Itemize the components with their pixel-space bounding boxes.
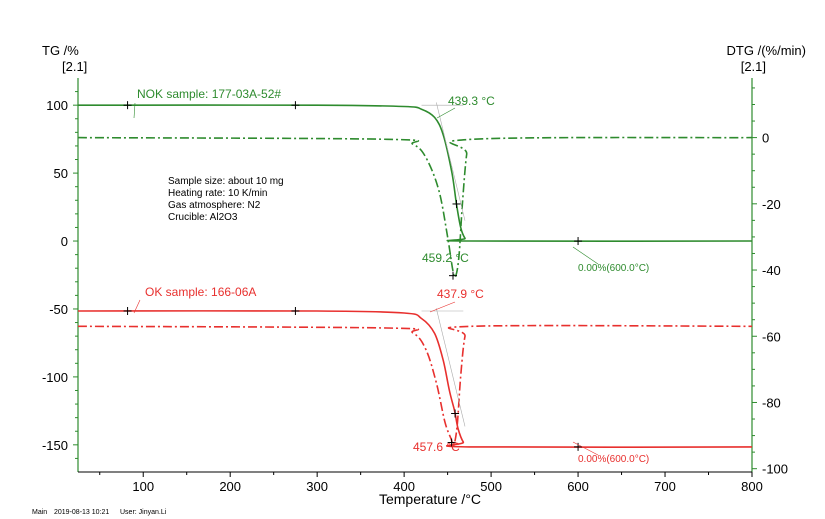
residual-leader	[572, 441, 599, 456]
left-axis-subtitle: [2.1]	[62, 59, 87, 74]
left-axis-title: TG /%	[42, 43, 79, 58]
right-axis-subtitle: [2.1]	[741, 59, 766, 74]
series-name-label: OK sample: 166-06A	[145, 285, 256, 299]
residual-label: 0.00%(600.0°C)	[578, 454, 649, 465]
residual-leader	[572, 246, 599, 265]
series-name-leader	[133, 102, 136, 119]
x-tick-label: 800	[741, 479, 763, 494]
info-heating-rate: Heating rate: 10 K/min	[168, 188, 268, 199]
x-tick-label: 200	[219, 479, 241, 494]
onset-tangent	[436, 102, 466, 221]
left-tick-label: -150	[42, 438, 68, 453]
onset-tangent	[436, 308, 466, 427]
x-tick-label: 300	[306, 479, 328, 494]
info-crucible: Crucible: Al2O3	[168, 212, 238, 223]
residual-label: 0.00%(600.0°C)	[578, 263, 649, 274]
footer-datetime: 2019-08-13 10:21	[54, 509, 109, 516]
series-name-leader	[133, 299, 141, 314]
onset-leader	[436, 107, 456, 119]
left-tick-label: -100	[42, 370, 68, 385]
peak-label: 459.2 °C	[422, 251, 469, 265]
onset-label: 437.9 °C	[437, 287, 484, 301]
dtg-curve	[77, 136, 753, 279]
left-tick-label: 0	[61, 234, 68, 249]
footer-user: User: Jinyan.Li	[120, 509, 167, 516]
footer-main: Main	[32, 509, 47, 516]
tg-curve	[77, 104, 753, 243]
x-tick-label: 400	[393, 479, 415, 494]
x-axis-title: Temperature /°C	[379, 491, 481, 507]
dtg-curve	[77, 324, 753, 447]
left-tick-label: -50	[49, 302, 68, 317]
right-tick-label: 0	[762, 131, 769, 146]
right-tick-label: -20	[762, 197, 781, 212]
x-tick-label: 700	[654, 479, 676, 494]
right-tick-label: -80	[762, 395, 781, 410]
left-tick-label: 50	[54, 166, 68, 181]
series-name-label: NOK sample: 177-03A-52#	[137, 87, 281, 101]
onset-leader	[429, 301, 456, 313]
right-tick-label: -40	[762, 263, 781, 278]
x-tick-label: 500	[480, 479, 502, 494]
series-ok: OK sample: 166-06A 437.9 °C 457.6 °C 0.00%(…	[77, 285, 753, 465]
peak-label: 457.6 °C	[413, 440, 460, 454]
tg-curve	[77, 310, 753, 449]
series-nok: NOK sample: 177-03A-52# 439.3 °C 459.2 °C 0…	[77, 87, 753, 280]
right-tick-label: -100	[762, 462, 788, 477]
right-tick-label: -60	[762, 329, 781, 344]
info-sample-size: Sample size: about 10 mg	[168, 176, 284, 187]
x-tick-label: 600	[567, 479, 589, 494]
info-gas-atmosphere: Gas atmosphere: N2	[168, 200, 261, 211]
right-axis-title: DTG /(%/min)	[727, 43, 806, 58]
x-tick-label: 100	[132, 479, 154, 494]
left-tick-label: 100	[46, 98, 68, 113]
onset-label: 439.3 °C	[448, 94, 495, 108]
